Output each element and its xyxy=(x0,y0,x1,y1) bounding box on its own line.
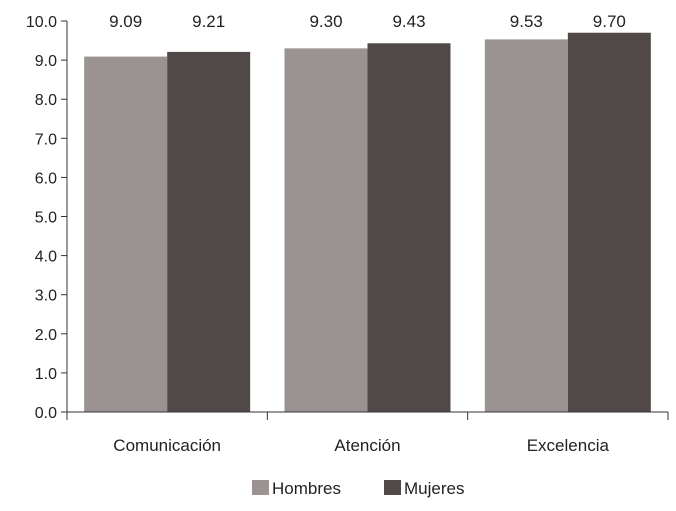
x-tick-label: Comunicación xyxy=(113,436,221,455)
bar-mujeres xyxy=(167,51,251,412)
y-tick-label: 1.0 xyxy=(35,366,57,383)
legend-label: Hombres xyxy=(272,479,341,498)
legend-swatch xyxy=(384,480,401,495)
x-axis: Comunicación Atención Excelencia xyxy=(66,411,669,455)
bar-hombres xyxy=(84,56,168,413)
bar-hombres xyxy=(284,48,368,413)
y-tick-label: 7.0 xyxy=(35,131,57,148)
y-tick-label: 2.0 xyxy=(35,327,57,344)
legend-item-mujeres: Mujeres xyxy=(384,479,464,498)
legend-label: Mujeres xyxy=(404,479,464,498)
data-labels: 9.09 9.21 9.30 9.43 9.53 9.70 xyxy=(109,12,626,31)
y-tick-label: 0.0 xyxy=(35,405,57,422)
y-tick-label: 4.0 xyxy=(35,249,57,266)
data-label: 9.53 xyxy=(510,12,543,31)
data-label: 9.70 xyxy=(593,12,626,31)
legend: Hombres Mujeres xyxy=(252,479,464,498)
y-tick-label: 10.0 xyxy=(26,14,57,31)
y-tick-label: 3.0 xyxy=(35,288,57,305)
y-tick-label: 8.0 xyxy=(35,92,57,109)
bar-hombres xyxy=(484,39,568,412)
legend-item-hombres: Hombres xyxy=(252,479,341,498)
x-tick-label: Excelencia xyxy=(527,436,610,455)
data-label: 9.43 xyxy=(392,12,425,31)
y-tick-label: 6.0 xyxy=(35,170,57,187)
y-axis: 0.0 1.0 2.0 3.0 4.0 5.0 6.0 7.0 8.0 9.0 10.0 xyxy=(26,14,68,422)
y-tick-label: 5.0 xyxy=(35,210,57,227)
bars xyxy=(84,32,651,413)
x-tick-label: Atención xyxy=(334,436,400,455)
data-label: 9.21 xyxy=(192,12,225,31)
data-label: 9.30 xyxy=(309,12,342,31)
y-tick-label: 9.0 xyxy=(35,53,57,70)
data-label: 9.09 xyxy=(109,12,142,31)
legend-swatch xyxy=(252,480,269,495)
bar-mujeres xyxy=(367,43,451,413)
bar-mujeres xyxy=(567,32,651,412)
